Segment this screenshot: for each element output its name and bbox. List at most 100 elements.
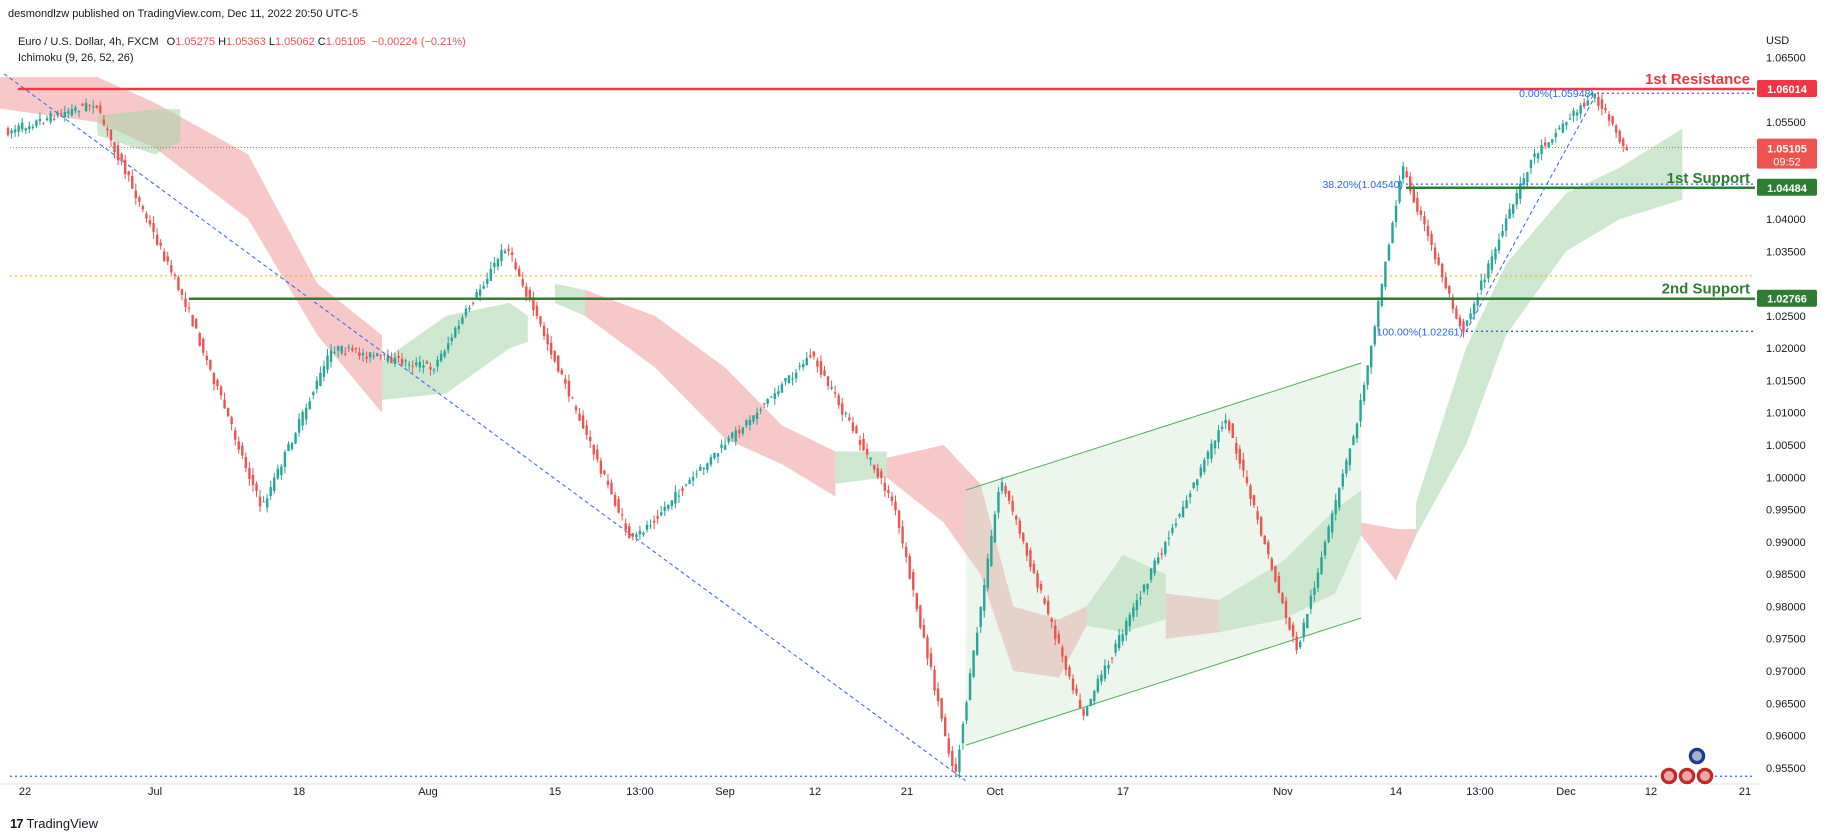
candle[interactable] [116, 141, 120, 166]
candle[interactable] [38, 112, 42, 126]
candle[interactable] [1334, 493, 1337, 521]
candle[interactable] [1288, 616, 1291, 631]
candle[interactable] [1600, 93, 1604, 116]
candle[interactable] [1373, 324, 1376, 347]
candle[interactable] [1501, 224, 1504, 238]
candle[interactable] [1075, 684, 1078, 696]
candle[interactable] [1302, 618, 1305, 642]
candle[interactable] [1054, 619, 1057, 645]
candle[interactable] [1270, 556, 1273, 572]
candle[interactable] [759, 407, 762, 415]
candle[interactable] [1568, 113, 1572, 121]
candle[interactable] [1625, 144, 1628, 151]
candle[interactable] [106, 125, 109, 137]
candle[interactable] [990, 530, 993, 567]
candle[interactable] [336, 345, 340, 358]
candle[interactable] [1093, 689, 1096, 706]
candle[interactable] [1022, 532, 1025, 545]
candle[interactable] [1558, 124, 1561, 131]
candle[interactable] [1504, 214, 1508, 237]
candle[interactable] [922, 618, 926, 639]
candle[interactable] [127, 170, 130, 182]
candle[interactable] [1323, 539, 1327, 560]
candle[interactable] [993, 510, 997, 543]
candle[interactable] [322, 360, 326, 382]
candle[interactable] [1451, 293, 1455, 314]
candle[interactable] [716, 453, 720, 464]
candle[interactable] [1607, 111, 1611, 127]
candle[interactable] [1164, 540, 1167, 557]
candle[interactable] [269, 481, 272, 500]
candle[interactable] [997, 486, 1000, 519]
candle[interactable] [1593, 93, 1597, 103]
candle[interactable] [383, 354, 386, 360]
candle[interactable] [684, 483, 688, 488]
candle[interactable] [1391, 220, 1394, 244]
candle[interactable] [1355, 422, 1359, 443]
candle[interactable] [63, 106, 66, 122]
candle[interactable] [869, 457, 872, 466]
candle[interactable] [237, 436, 240, 454]
candle[interactable] [897, 509, 901, 534]
candle[interactable] [741, 426, 745, 437]
candle[interactable] [166, 251, 169, 266]
channel-upper-line[interactable] [965, 362, 1362, 491]
candle[interactable] [347, 343, 350, 352]
candle[interactable] [613, 491, 617, 508]
candle[interactable] [919, 604, 922, 630]
candle[interactable] [727, 435, 730, 445]
candle[interactable] [454, 326, 457, 339]
candle[interactable] [610, 479, 613, 495]
candle[interactable] [1536, 152, 1540, 164]
candle[interactable] [979, 606, 982, 634]
candle[interactable] [706, 462, 709, 474]
candle[interactable] [1519, 176, 1522, 204]
candle[interactable] [1128, 612, 1131, 632]
candle[interactable] [1611, 115, 1614, 127]
candle[interactable] [656, 509, 659, 524]
candle[interactable] [1565, 121, 1568, 131]
candle[interactable] [425, 360, 429, 365]
candle[interactable] [912, 568, 915, 597]
candle[interactable] [241, 441, 244, 460]
candle[interactable] [862, 432, 865, 452]
candle[interactable] [432, 368, 436, 375]
candle[interactable] [667, 504, 670, 512]
candle[interactable] [255, 481, 258, 498]
candle[interactable] [1313, 581, 1316, 602]
candle[interactable] [858, 435, 862, 451]
candle[interactable] [1142, 583, 1146, 595]
candle[interactable] [351, 344, 354, 352]
candle[interactable] [1096, 674, 1100, 694]
candle[interactable] [940, 697, 943, 723]
candle[interactable] [326, 349, 329, 374]
candle[interactable] [880, 468, 883, 485]
candle[interactable] [620, 508, 624, 521]
indicator-legend[interactable]: Ichimoku (9, 26, 52, 26) [18, 52, 134, 64]
candle[interactable] [113, 141, 116, 159]
candle[interactable] [1224, 413, 1227, 430]
candle[interactable] [1107, 660, 1110, 675]
candle[interactable] [177, 275, 180, 292]
candle[interactable] [1078, 693, 1082, 710]
candle[interactable] [1029, 547, 1032, 572]
candle[interactable] [340, 345, 343, 356]
candle[interactable] [305, 403, 308, 425]
candle[interactable] [1203, 457, 1206, 475]
candle[interactable] [514, 258, 517, 271]
candle[interactable] [152, 216, 155, 239]
candle[interactable] [1377, 296, 1380, 335]
candle[interactable] [447, 336, 450, 354]
candle[interactable] [234, 427, 237, 446]
candle[interactable] [99, 101, 102, 115]
candle[interactable] [244, 452, 248, 473]
candle[interactable] [226, 407, 230, 417]
candle[interactable] [191, 314, 194, 328]
candle[interactable] [873, 464, 876, 474]
candle[interactable] [1291, 622, 1295, 643]
candle[interactable] [42, 122, 45, 125]
candle[interactable] [1490, 250, 1494, 274]
fib-trend-line[interactable] [1465, 92, 1598, 332]
candle[interactable] [901, 520, 904, 549]
